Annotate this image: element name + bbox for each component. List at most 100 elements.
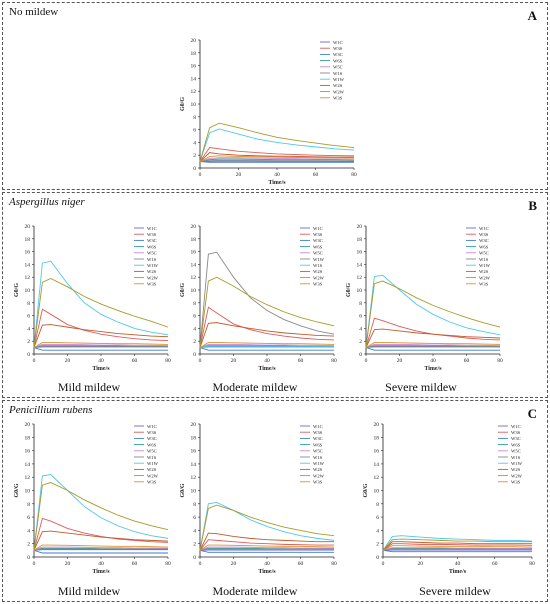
panel-c-title: Penicillium rubens bbox=[9, 404, 93, 416]
y-tick-label: 6 bbox=[376, 515, 379, 521]
series-line-w1c bbox=[365, 346, 500, 349]
x-tick-label: 60 bbox=[492, 561, 498, 567]
legend-label: W3C bbox=[479, 238, 489, 243]
legend-label: W6S bbox=[147, 244, 157, 249]
series-line-w3s bbox=[365, 342, 501, 348]
x-tick-label: 20 bbox=[418, 561, 424, 567]
y-tick-label: 18 bbox=[357, 237, 363, 243]
series-line-w1w bbox=[199, 128, 355, 162]
y-tick-label: 20 bbox=[374, 422, 380, 428]
y-tick-label: 14 bbox=[25, 462, 31, 468]
y-tick-label: 8 bbox=[193, 115, 196, 121]
y-tick-label: 12 bbox=[191, 89, 197, 95]
legend-label: W5C bbox=[147, 449, 157, 454]
legend-label: W2S bbox=[511, 467, 521, 472]
y-tick-label: 18 bbox=[25, 435, 31, 441]
legend-label: W1C bbox=[479, 226, 489, 231]
panel-c-letter: C bbox=[527, 406, 537, 421]
series-line-w3s bbox=[199, 342, 335, 348]
series-line-w3s bbox=[199, 306, 335, 348]
legend-label: W3S bbox=[147, 282, 157, 287]
panel-a: No mildew A bbox=[2, 2, 548, 190]
series-line-w2w bbox=[199, 122, 355, 162]
y-tick-label: 6 bbox=[27, 515, 30, 521]
y-tick-label: 4 bbox=[359, 326, 362, 332]
y-tick-label: 0 bbox=[27, 555, 30, 561]
series-line-w2w bbox=[199, 504, 335, 551]
legend-label: W1W bbox=[147, 461, 159, 466]
series-line-w3s bbox=[33, 342, 169, 348]
y-axis-label: G0/G bbox=[180, 283, 186, 297]
y-tick-label: 4 bbox=[376, 528, 379, 534]
x-tick-label: 0 bbox=[33, 358, 36, 364]
y-tick-label: 10 bbox=[357, 288, 363, 294]
legend-label: W2W bbox=[313, 473, 325, 478]
y-tick-label: 2 bbox=[27, 542, 30, 548]
legend-label: W1C bbox=[333, 40, 343, 45]
series-line-w2s bbox=[199, 152, 354, 162]
legend-label: W1S bbox=[147, 455, 157, 460]
series-line-w3c bbox=[33, 549, 168, 554]
x-tick-label: 60 bbox=[132, 358, 138, 364]
series-line-w3c bbox=[199, 161, 354, 163]
y-tick-label: 16 bbox=[25, 250, 31, 256]
legend-label: W1C bbox=[511, 424, 521, 429]
legend-label: W2W bbox=[333, 89, 345, 94]
y-axis-label: G0/G bbox=[180, 483, 186, 497]
y-axis-label: G0/G bbox=[14, 483, 20, 497]
x-tick-label: 0 bbox=[33, 561, 36, 567]
y-tick-label: 8 bbox=[27, 502, 30, 508]
y-tick-label: 6 bbox=[193, 128, 196, 134]
x-tick-label: 40 bbox=[274, 172, 280, 178]
series-line-w3c bbox=[365, 347, 500, 351]
series-line-w2w bbox=[33, 277, 169, 348]
y-tick-label: 10 bbox=[25, 288, 31, 294]
series-line-w3c bbox=[382, 549, 532, 553]
y-tick-label: 2 bbox=[359, 339, 362, 345]
series-line-w5c bbox=[365, 343, 501, 349]
series-line-w1w bbox=[382, 535, 533, 551]
y-tick-label: 4 bbox=[193, 326, 196, 332]
legend-label: W5C bbox=[479, 251, 489, 256]
x-tick-label: 80 bbox=[351, 172, 357, 178]
series-line-w3c bbox=[33, 347, 168, 351]
y-tick-label: 2 bbox=[193, 542, 196, 548]
legend-label: W3C bbox=[147, 436, 157, 441]
legend-label: W1S bbox=[313, 455, 323, 460]
x-tick-label: 40 bbox=[264, 561, 270, 567]
series-line-w1w bbox=[199, 251, 335, 348]
series-line-w2w bbox=[382, 538, 532, 551]
y-tick-label: 16 bbox=[191, 449, 197, 455]
legend-label: W5C bbox=[313, 251, 323, 256]
legend-label: W1C bbox=[147, 424, 157, 429]
series-line-w3s bbox=[33, 517, 169, 551]
x-tick-label: 40 bbox=[455, 561, 461, 567]
y-tick-label: 16 bbox=[25, 449, 31, 455]
y-tick-label: 6 bbox=[193, 515, 196, 521]
x-tick-label: 0 bbox=[199, 561, 202, 567]
y-tick-label: 14 bbox=[191, 76, 197, 82]
caption-c-moderate: Moderate mildew bbox=[212, 584, 298, 598]
panel-a-title: No mildew bbox=[9, 6, 59, 18]
y-tick-label: 0 bbox=[193, 555, 196, 561]
x-tick-label: 80 bbox=[165, 561, 171, 567]
x-tick-label: 60 bbox=[132, 561, 138, 567]
series-line-w2s bbox=[199, 532, 334, 551]
x-tick-label: 0 bbox=[382, 561, 385, 567]
series-line-w5c bbox=[199, 546, 335, 551]
series-line-w2s bbox=[199, 322, 335, 348]
legend-label: W1S bbox=[147, 257, 157, 262]
legend-label: W2S bbox=[147, 467, 157, 472]
legend-label: W3S bbox=[147, 480, 157, 485]
legend-label: W1C bbox=[313, 424, 323, 429]
legend-label: W3S bbox=[479, 232, 489, 237]
y-tick-label: 18 bbox=[191, 435, 197, 441]
x-tick-label: 60 bbox=[313, 172, 319, 178]
y-tick-label: 14 bbox=[191, 262, 197, 268]
legend-label: W2S bbox=[479, 269, 489, 274]
x-axis-label: Time/s bbox=[258, 569, 276, 575]
y-tick-label: 16 bbox=[191, 64, 197, 70]
